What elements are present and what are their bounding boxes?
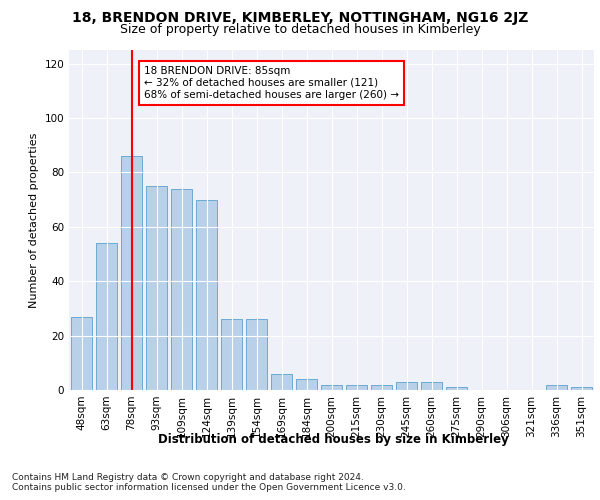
Bar (221, 320, 242, 390)
Bar (171, 188, 192, 390)
Bar (146, 186, 167, 390)
Bar (296, 379, 317, 390)
Bar (571, 388, 592, 390)
Bar (396, 382, 417, 390)
Text: 18 BRENDON DRIVE: 85sqm
← 32% of detached houses are smaller (121)
68% of semi-d: 18 BRENDON DRIVE: 85sqm ← 32% of detache… (144, 66, 399, 100)
Text: Contains HM Land Registry data © Crown copyright and database right 2024.: Contains HM Land Registry data © Crown c… (12, 472, 364, 482)
Text: Distribution of detached houses by size in Kimberley: Distribution of detached houses by size … (158, 432, 508, 446)
Bar (446, 388, 467, 390)
Bar (271, 374, 292, 390)
Text: Size of property relative to detached houses in Kimberley: Size of property relative to detached ho… (119, 22, 481, 36)
Text: Contains public sector information licensed under the Open Government Licence v3: Contains public sector information licen… (12, 484, 406, 492)
Y-axis label: Number of detached properties: Number of detached properties (29, 132, 39, 308)
Bar (121, 156, 142, 390)
Bar (346, 384, 367, 390)
Bar (421, 382, 442, 390)
Bar (96, 243, 117, 390)
Bar (196, 200, 217, 390)
Bar (71, 316, 92, 390)
Bar (546, 384, 567, 390)
Text: 18, BRENDON DRIVE, KIMBERLEY, NOTTINGHAM, NG16 2JZ: 18, BRENDON DRIVE, KIMBERLEY, NOTTINGHAM… (72, 11, 528, 25)
Bar (371, 384, 392, 390)
Bar (321, 384, 342, 390)
Bar (246, 320, 267, 390)
